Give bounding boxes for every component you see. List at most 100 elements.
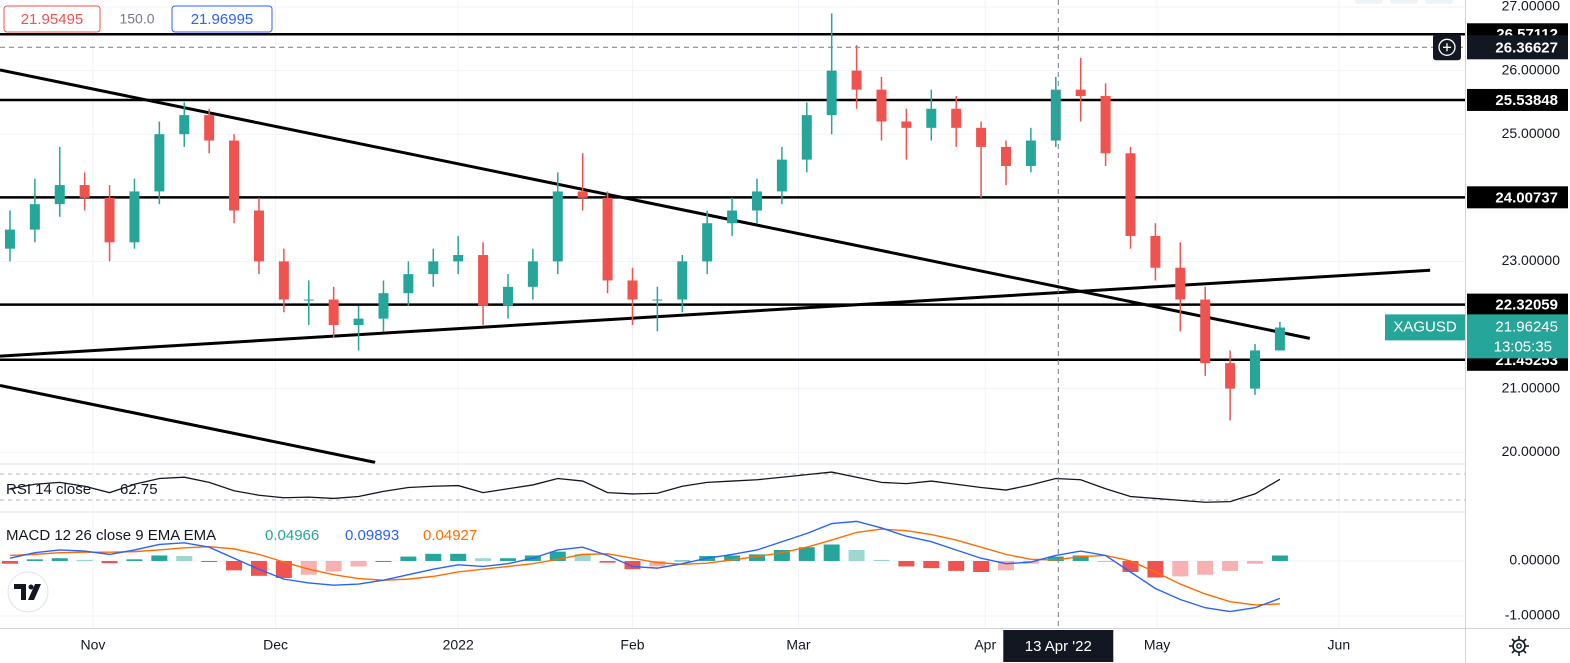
x-tick-label: Jun — [1328, 637, 1351, 653]
candle-body — [577, 191, 588, 198]
candle-body — [727, 210, 738, 224]
rsi-title: RSI 14 close — [6, 481, 91, 498]
candle-body — [751, 191, 762, 211]
candle-body — [54, 185, 65, 205]
candle-body — [976, 127, 987, 147]
ask-price: 21.96995 — [191, 11, 254, 28]
macd-histogram-bar — [275, 560, 292, 579]
ask-box[interactable] — [171, 5, 273, 33]
x-tick-label: Mar — [786, 637, 810, 653]
candle-body — [677, 261, 688, 300]
level-label: 22.32059 — [1495, 297, 1558, 314]
macd-histogram-bar — [599, 560, 616, 563]
macd-title: MACD 12 26 close 9 EMA EMA — [6, 527, 216, 544]
x-tick-label: 2022 — [443, 637, 474, 653]
candle-body — [801, 115, 812, 160]
macd-histogram-readout: 0.04966 — [265, 527, 319, 544]
add-alert-icon — [1443, 43, 1451, 52]
candle-body — [378, 293, 389, 319]
macd-histogram-bar — [250, 560, 267, 576]
macd-histogram-bar — [350, 560, 367, 567]
candle-body — [104, 197, 115, 243]
spread: 150.0 — [119, 11, 154, 27]
candle-body — [776, 159, 787, 192]
candle-body — [1250, 350, 1261, 389]
candle-body — [851, 70, 862, 90]
trend-line — [0, 383, 376, 464]
candle-body — [602, 197, 613, 281]
candle-body — [876, 89, 887, 122]
crosshair-price: 26.36627 — [1495, 39, 1558, 56]
crosshair-date-box — [1003, 630, 1114, 662]
macd-histogram-bar — [823, 544, 840, 561]
x-tick-label: Apr — [974, 637, 996, 653]
level-label-box — [1467, 88, 1568, 111]
macd-histogram-bar — [450, 553, 467, 561]
candle-body — [552, 191, 563, 262]
y-tick-label: 25.00000 — [1502, 125, 1561, 141]
macd-histogram-bar — [475, 558, 492, 561]
candle-body — [1125, 153, 1136, 236]
macd-histogram-bar — [1172, 560, 1189, 577]
level-label: 24.00737 — [1495, 189, 1558, 206]
toolbar-buttons[interactable] — [1355, 0, 1453, 4]
macd-histogram-bar — [649, 560, 666, 567]
macd-histogram-bar — [400, 556, 417, 561]
macd-histogram-bar — [624, 560, 641, 570]
candle-body — [1274, 327, 1285, 351]
macd-histogram-bar — [923, 560, 940, 569]
macd-histogram-bar — [51, 558, 68, 561]
last-price-label: 21.96245 — [1495, 318, 1558, 335]
macd-histogram-bar — [1072, 555, 1089, 561]
y-tick-label: 27.00000 — [1502, 0, 1561, 14]
candle-body — [627, 280, 638, 300]
level-label-box — [1467, 293, 1568, 316]
candle-body — [253, 210, 264, 262]
logo[interactable] — [7, 571, 49, 613]
candle-body — [527, 261, 538, 287]
macd-histogram-bar — [948, 560, 965, 571]
macd-histogram-bar — [26, 559, 43, 561]
x-tick-label: Feb — [620, 637, 644, 653]
macd-histogram-bar — [674, 560, 691, 562]
candle-body — [278, 261, 289, 300]
macd-histogram-bar — [724, 555, 741, 561]
rsi-line — [9, 471, 1281, 503]
macd-histogram-bar — [76, 559, 93, 561]
macd-histogram-bar — [499, 558, 516, 561]
candle-body — [1225, 363, 1236, 389]
macd-histogram-bar — [325, 560, 342, 572]
trend-line — [0, 68, 1311, 340]
macd-histogram-bar — [300, 560, 317, 575]
x-tick-label: May — [1144, 637, 1170, 653]
macd-histogram-bar — [1271, 555, 1288, 561]
macd-histogram-bar — [773, 549, 790, 561]
macd-histogram-bar — [1122, 560, 1139, 572]
macd-tick-label: -1.00000 — [1505, 607, 1560, 623]
candle-body — [428, 261, 439, 275]
macd-histogram-bar — [226, 560, 243, 571]
macd-signal-readout: 0.04927 — [423, 527, 477, 544]
macd-signal-line — [9, 528, 1280, 606]
candle-body — [1100, 96, 1111, 154]
candle-body — [901, 121, 912, 128]
macd-histogram-bar — [425, 553, 442, 561]
candle-body — [179, 115, 190, 135]
macd-histogram-bar — [201, 560, 218, 562]
crosshair-price-box — [1467, 35, 1568, 60]
level-label-box — [1467, 186, 1568, 209]
symbol-label-box — [1385, 314, 1465, 341]
candle-body — [79, 185, 90, 198]
bid-box[interactable] — [3, 5, 101, 33]
macd-histogram-bar — [1222, 560, 1239, 571]
x-tick-label: Nov — [81, 637, 106, 653]
macd-histogram-bar — [973, 560, 990, 572]
y-tick-label: 26.00000 — [1502, 61, 1561, 77]
candle-body — [926, 108, 937, 128]
last-price-box — [1467, 314, 1568, 359]
settings-button[interactable] — [1509, 636, 1529, 656]
macd-histogram-bar — [151, 555, 168, 561]
y-tick-label: 20.00000 — [1502, 443, 1561, 459]
